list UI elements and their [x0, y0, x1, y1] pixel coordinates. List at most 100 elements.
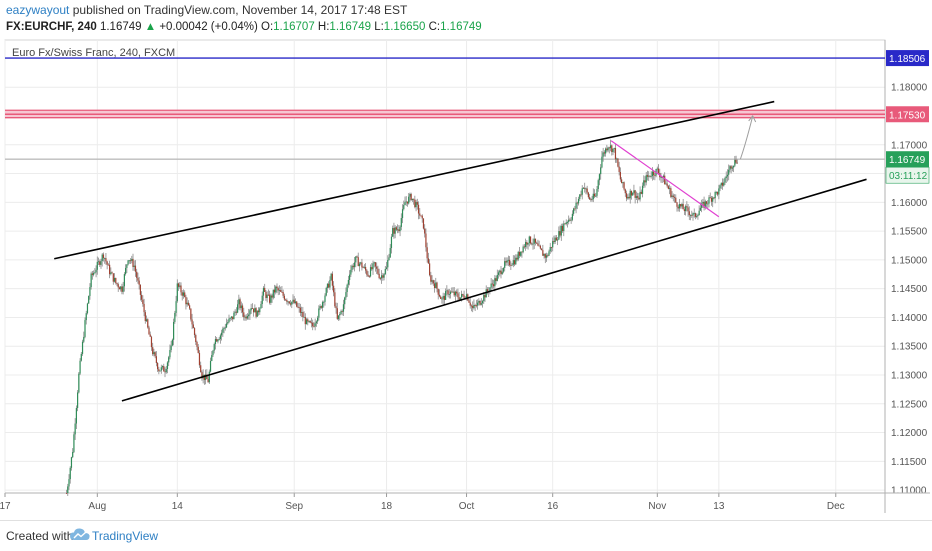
candle-body [334, 292, 336, 307]
price-level-tag-label: 1.18506 [889, 54, 926, 65]
candle-body [296, 301, 298, 307]
close-label: C: [428, 21, 441, 33]
candle-body [163, 366, 165, 372]
candle-body [505, 261, 507, 263]
tradingview-brand-link[interactable]: TradingView [92, 529, 159, 543]
candle-body [634, 190, 636, 198]
candle-body [305, 319, 308, 325]
candle-body [182, 292, 185, 296]
candle-body [411, 198, 413, 201]
candle-body [110, 272, 112, 275]
candle-body [597, 180, 599, 189]
candle-body [645, 175, 647, 183]
change-arrow-icon: ▲ [144, 21, 157, 33]
candle-body [173, 321, 175, 340]
candle-body [627, 196, 629, 199]
candle-body [478, 300, 480, 303]
candle-body [72, 451, 74, 458]
candle-body [368, 276, 370, 278]
projection-arrow[interactable] [739, 115, 754, 160]
trendline[interactable] [54, 100, 775, 260]
candle-body [344, 297, 346, 305]
candle-body [574, 208, 576, 210]
candle-body [718, 188, 720, 195]
candle-body [393, 228, 395, 234]
candle-body [221, 332, 223, 336]
candle-body [472, 305, 474, 309]
candle-body [346, 284, 348, 293]
candle-body [394, 227, 396, 234]
candle-body [233, 312, 235, 320]
candle-body [693, 213, 695, 214]
candle-body [246, 316, 249, 319]
candle-body [579, 194, 581, 199]
candle-body [142, 299, 144, 304]
candle-body [381, 275, 383, 279]
candle-body [416, 201, 418, 205]
candle-body [310, 322, 313, 324]
candle-body [222, 328, 224, 333]
candle-body [129, 260, 132, 262]
candle-body [463, 295, 465, 299]
candle-body [491, 283, 493, 285]
candle-body [95, 269, 97, 273]
candle-body [366, 270, 368, 275]
candle-body [459, 297, 461, 300]
candle-body [376, 266, 378, 269]
candle-body [77, 392, 79, 408]
candle-body [702, 201, 704, 204]
candle-body [568, 219, 570, 223]
candle-body [630, 190, 633, 196]
candle-body [681, 204, 683, 207]
candle-body [536, 242, 538, 244]
candle-body [692, 213, 694, 216]
candle-body [299, 307, 301, 313]
author-link[interactable]: eazywayout [6, 3, 70, 17]
candle-body [153, 352, 155, 355]
candle-body [313, 326, 315, 328]
candle-body [593, 193, 596, 197]
trendline[interactable] [610, 140, 720, 218]
candle-body [587, 192, 589, 198]
candle-body [144, 312, 146, 322]
candle-body [573, 208, 575, 214]
candle-body [122, 286, 124, 292]
candle-body [632, 192, 634, 196]
candle-body [106, 261, 108, 265]
candle-body [109, 264, 111, 275]
candle-body [287, 301, 289, 303]
candle-body [369, 267, 372, 277]
candle-body [565, 222, 567, 225]
candle-body [581, 188, 583, 195]
candle-body [552, 241, 554, 248]
candle-body [235, 311, 237, 313]
trendline[interactable] [121, 178, 867, 402]
candle-body [624, 189, 626, 194]
candle-body [165, 369, 167, 373]
candle-body [79, 360, 81, 374]
candle-body [526, 242, 528, 245]
candle-body [731, 167, 733, 169]
candle-body [171, 339, 173, 346]
candle-body [94, 272, 96, 274]
candle-body [564, 223, 566, 225]
candle-body [373, 262, 375, 264]
price-chart[interactable]: 1.180001.175001.170001.165001.160001.155… [0, 0, 932, 520]
candle-body [117, 284, 119, 288]
candle-body [120, 286, 122, 290]
candle-body [102, 254, 105, 259]
candle-body [667, 186, 669, 189]
candle-body [80, 353, 82, 361]
candle-body [190, 308, 192, 320]
candle-body [324, 295, 326, 302]
candle-body [707, 203, 709, 205]
candle-body [116, 282, 118, 285]
low-value: 1.16650 [383, 21, 426, 33]
candle-body [383, 273, 385, 278]
candle-body [255, 308, 257, 317]
candle-body [606, 148, 608, 151]
candle-body [347, 279, 349, 285]
candle-body [360, 262, 362, 264]
candle-body [275, 286, 277, 293]
tradingview-cloud-icon[interactable] [70, 528, 90, 547]
